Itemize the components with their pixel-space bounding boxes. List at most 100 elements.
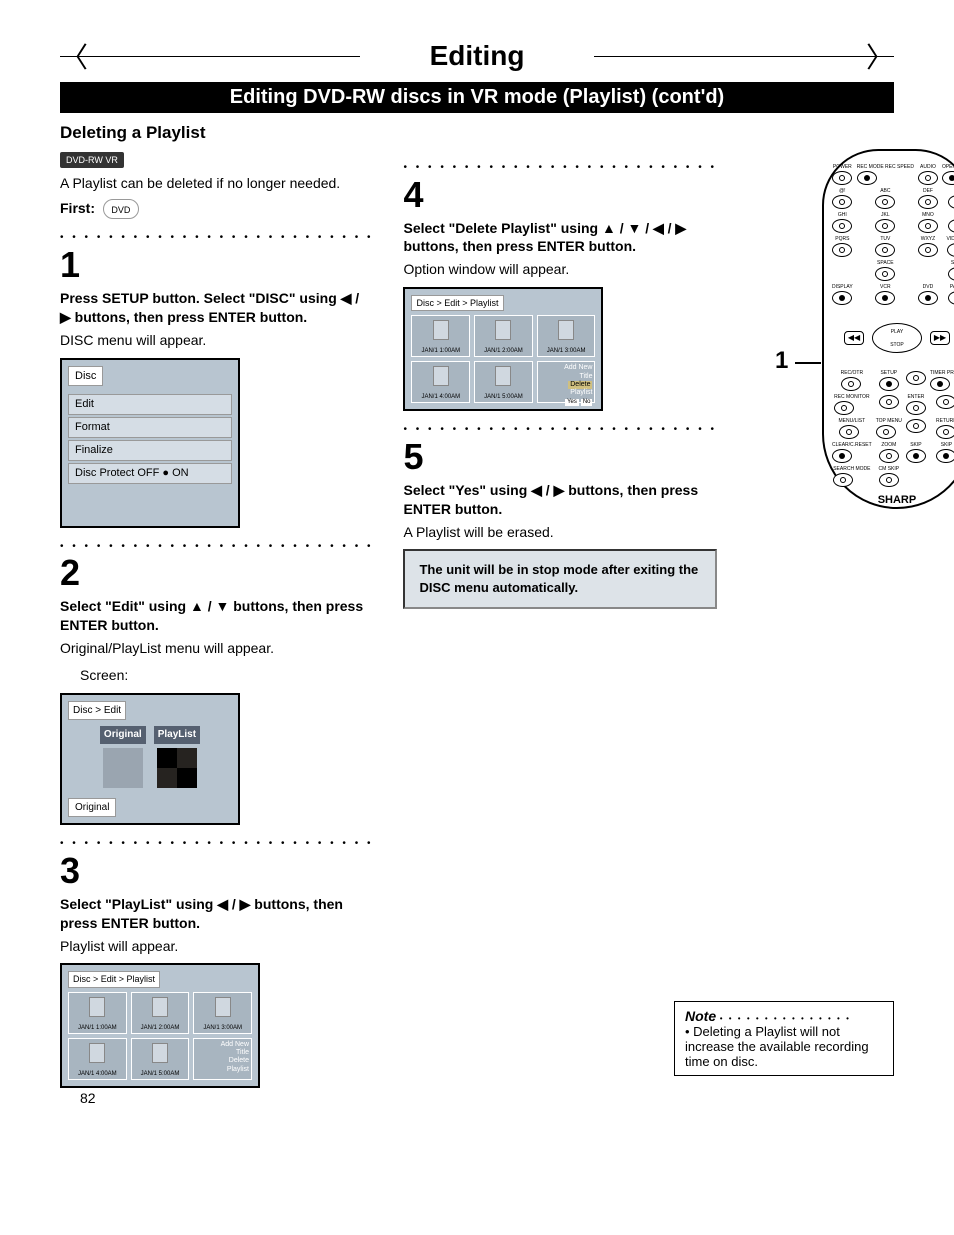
page-number: 82 <box>80 1090 96 1106</box>
num-7-button-icon <box>832 243 852 257</box>
vr-badge: DVD-RW VR <box>60 152 124 168</box>
divider-dots: • • • • • • • • • • • • • • • • • • • • … <box>60 837 373 851</box>
divider-dots: • • • • • • • • • • • • • • • • • • • • … <box>60 231 373 245</box>
playlist-crumb: Disc > Edit > Playlist <box>411 295 503 311</box>
disc-menu-item: Edit <box>68 394 232 415</box>
left-button-icon <box>879 395 899 409</box>
cm-skip-button-icon <box>879 473 899 487</box>
note-title: Note <box>685 1008 716 1024</box>
return-button-icon <box>936 425 954 439</box>
edit-menu-crumb: Disc > Edit <box>68 701 126 721</box>
disc-menu-item: Format <box>68 417 232 438</box>
disc-menu-header: Disc <box>68 366 103 387</box>
setup-button-icon <box>879 377 899 391</box>
search-mode-button-icon <box>833 473 853 487</box>
num-8-button-icon <box>875 243 895 257</box>
edit-item-label: Original <box>100 726 146 744</box>
chevron-right-icon: 〉 <box>866 36 894 76</box>
num-6-button-icon <box>918 219 938 233</box>
step-title: Select "Delete Playlist" using ▲ / ▼ / ◀… <box>403 219 716 257</box>
playlist-cell: JAN/1 5:00AM <box>131 1038 190 1080</box>
stop-mode-note: The unit will be in stop mode after exit… <box>403 549 716 608</box>
num-0-button-icon <box>875 267 895 281</box>
step-desc: Option window will appear. <box>403 260 716 279</box>
brand-label: SHARP <box>832 493 954 508</box>
note-box: Note • • • • • • • • • • • • • • • • Del… <box>674 1001 894 1076</box>
step-desc: Original/PlayList menu will appear. <box>60 639 373 658</box>
note-text: • Deleting a Playlist will not increase … <box>685 1024 883 1069</box>
playlist-cell: JAN/1 1:00AM <box>68 992 127 1034</box>
remote-control-diagram: 1 POWER REC MODE REC SPEED AUDIO OPEN/CL… <box>747 149 954 509</box>
dvd-icon: DVD <box>103 199 139 219</box>
callout-line <box>795 362 821 364</box>
step-title: Select "Yes" using ◀ / ▶ buttons, then p… <box>403 481 716 519</box>
top-menu-button-icon <box>876 425 896 439</box>
edit-item-label: PlayList <box>154 726 200 744</box>
step-desc: A Playlist will be erased. <box>403 523 716 542</box>
up-button-icon <box>906 371 926 385</box>
step-number: 2 <box>60 555 373 591</box>
menu-list-button-icon <box>839 425 859 439</box>
timer-prog-button-icon <box>930 377 950 391</box>
num-5-button-icon <box>875 219 895 233</box>
section-heading: Deleting a Playlist <box>60 123 894 143</box>
zoom-button-icon <box>879 449 899 463</box>
ch-up-button-icon <box>948 195 954 209</box>
first-label: First: <box>60 199 95 218</box>
ch-down-button-icon <box>948 219 954 233</box>
step-number: 4 <box>403 177 716 213</box>
open-close-button-icon <box>942 171 954 185</box>
playlist-cell: JAN/1 4:00AM <box>411 361 470 403</box>
play-stop-pad: PLAY STOP <box>872 323 922 353</box>
subtitle-bar: Editing DVD-RW discs in VR mode (Playlis… <box>60 82 894 113</box>
chevron-left-icon: 〈 <box>60 36 88 76</box>
num-1-button-icon <box>832 195 852 209</box>
skip-back-button-icon <box>906 449 926 463</box>
playlist-cell-options: Add New Title Delete Playlist <box>193 1038 252 1080</box>
title-banner: 〈 Editing 〉 <box>60 40 894 72</box>
step-title: Press SETUP button. Select "DISC" using … <box>60 289 373 327</box>
display-button-icon <box>832 291 852 305</box>
column-left: DVD-RW VR A Playlist can be deleted if n… <box>60 149 373 1096</box>
rec-mode-button-icon <box>857 171 877 185</box>
skip-fwd-button-icon <box>936 449 954 463</box>
step-title: Select "Edit" using ▲ / ▼ buttons, then … <box>60 597 373 635</box>
remote-outline: POWER REC MODE REC SPEED AUDIO OPEN/CLOS… <box>822 149 954 509</box>
edit-item-thumb <box>103 748 143 788</box>
note-dots: • • • • • • • • • • • • • • • <box>720 1014 851 1023</box>
playlist-cell-options: Add New Title Delete Playlist Yes No <box>537 361 596 403</box>
enter-button-icon <box>906 401 926 415</box>
num-2-button-icon <box>875 195 895 209</box>
step-number: 1 <box>60 247 373 283</box>
divider-dots: • • • • • • • • • • • • • • • • • • • • … <box>403 423 716 437</box>
playlist-cell: JAN/1 4:00AM <box>68 1038 127 1080</box>
divider-dots: • • • • • • • • • • • • • • • • • • • • … <box>403 161 716 175</box>
disc-menu-item: Disc Protect OFF ● ON <box>68 463 232 484</box>
playlist-cell: JAN/1 2:00AM <box>131 992 190 1034</box>
pause-button-icon <box>948 291 954 305</box>
power-button-icon <box>832 171 852 185</box>
forward-button-icon: ▶▶ <box>930 331 950 345</box>
rewind-button-icon: ◀◀ <box>844 331 864 345</box>
playlist-cell: JAN/1 5:00AM <box>474 361 533 403</box>
step-desc: DISC menu will appear. <box>60 331 373 350</box>
playlist-cell: JAN/1 2:00AM <box>474 315 533 357</box>
rec-otr-button-icon <box>841 377 861 391</box>
down-button-icon <box>906 419 926 433</box>
num-4-button-icon <box>832 219 852 233</box>
playlist-cell: JAN/1 1:00AM <box>411 315 470 357</box>
disc-menu-item: Finalize <box>68 440 232 461</box>
step-title: Select "PlayList" using ◀ / ▶ buttons, t… <box>60 895 373 933</box>
num-9-button-icon <box>918 243 938 257</box>
nav-pad: ◀◀ ▶▶ PLAY STOP <box>852 313 942 363</box>
slow-button-icon <box>948 267 954 281</box>
right-button-icon <box>936 395 954 409</box>
dvd-button-icon <box>918 291 938 305</box>
step-number: 3 <box>60 853 373 889</box>
edit-menu-mock: Disc > Edit Original PlayList Original <box>60 693 240 826</box>
edit-item-thumb <box>157 748 197 788</box>
step-subdesc: Screen: <box>60 666 373 685</box>
rec-monitor-button-icon <box>834 401 854 415</box>
vcr-button-icon <box>875 291 895 305</box>
playlist-cell: JAN/1 3:00AM <box>193 992 252 1034</box>
